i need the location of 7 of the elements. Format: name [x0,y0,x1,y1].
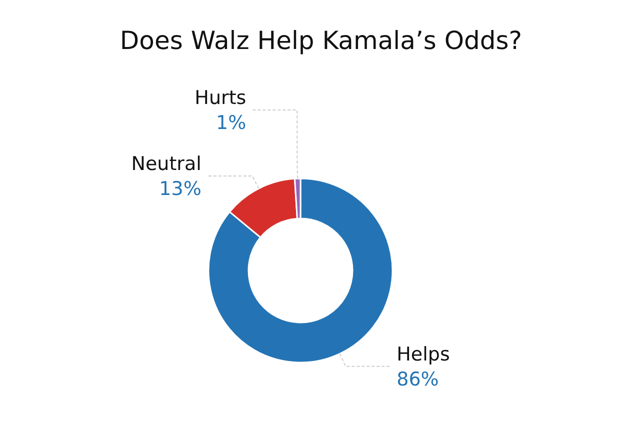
slice-label: Hurts [194,87,246,110]
data-label: 13% [159,178,202,200]
data-label: 1% [216,112,246,134]
slice-label: Helps [396,343,450,366]
slice-label: Neutral [131,153,202,176]
chart-title: Does Walz Help Kamala’s Odds? [120,26,522,55]
data-label: 86% [396,368,439,390]
